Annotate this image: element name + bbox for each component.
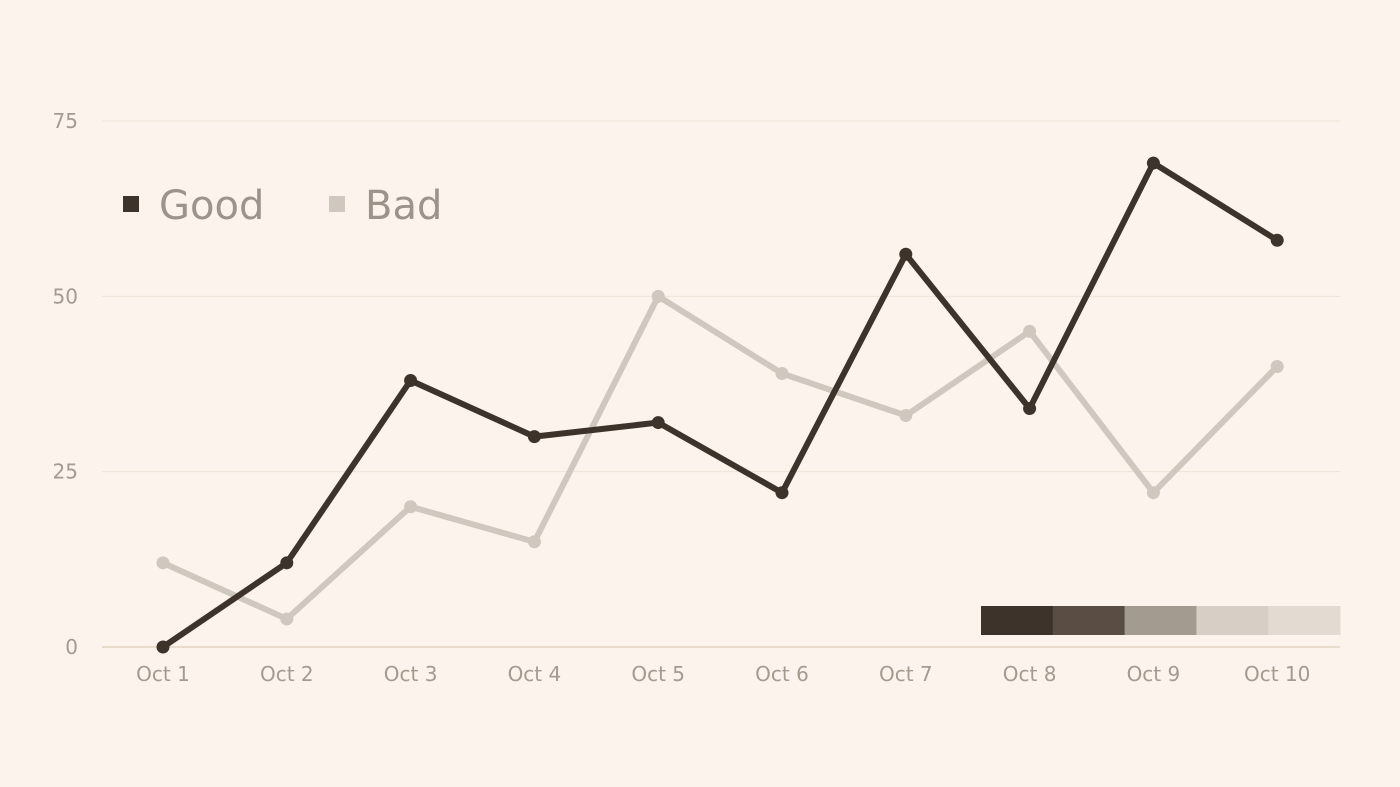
data-point — [1270, 359, 1284, 373]
data-point — [775, 486, 789, 500]
color-scale-segment — [981, 606, 1054, 635]
data-point — [280, 556, 294, 570]
data-point — [1023, 402, 1037, 416]
x-tick-label: Oct 4 — [508, 662, 562, 686]
color-scale-segment — [1196, 606, 1269, 635]
x-tick-label: Oct 3 — [384, 662, 438, 686]
data-point — [156, 556, 170, 570]
y-tick-label: 50 — [53, 284, 78, 308]
data-point — [156, 640, 170, 654]
y-tick-label: 75 — [53, 109, 78, 133]
x-tick-label: Oct 1 — [136, 662, 190, 686]
series-bad — [156, 289, 1284, 626]
data-point — [775, 366, 789, 380]
legend-swatch — [123, 196, 139, 212]
series-line — [160, 293, 1281, 622]
x-tick-label: Oct 2 — [260, 662, 314, 686]
data-point — [527, 535, 541, 549]
data-point — [1146, 486, 1160, 500]
data-point — [899, 409, 913, 423]
series-line — [160, 160, 1281, 650]
data-point — [899, 247, 913, 261]
color-scale-segment — [1268, 606, 1341, 635]
color-scale-bar — [981, 606, 1341, 635]
data-point — [651, 416, 665, 430]
x-tick-label: Oct 7 — [879, 662, 933, 686]
data-point — [527, 430, 541, 444]
legend-swatch — [329, 196, 345, 212]
x-tick-label: Oct 5 — [631, 662, 685, 686]
x-tick-label: Oct 9 — [1127, 662, 1181, 686]
color-scale-segment — [1052, 606, 1126, 635]
x-tick-label: Oct 8 — [1003, 662, 1057, 686]
x-tick-label: Oct 10 — [1244, 662, 1310, 686]
data-point — [1023, 324, 1037, 338]
y-tick-label: 25 — [53, 460, 78, 484]
legend: Good Bad — [123, 183, 442, 229]
series-good — [156, 156, 1284, 654]
legend-label: Bad — [365, 183, 442, 229]
x-tick-label: Oct 6 — [755, 662, 809, 686]
data-point — [1270, 233, 1284, 247]
y-axis-ticks: 0 25 50 75 — [53, 109, 78, 659]
x-axis-ticks: Oct 1 Oct 2 Oct 3 Oct 4 Oct 5 Oct 6 Oct 7 Oct 8… — [136, 662, 1310, 686]
series-lines — [156, 156, 1284, 654]
legend-item: Good — [123, 183, 264, 229]
data-point — [1146, 156, 1160, 170]
data-point — [404, 500, 418, 514]
color-scale-segment — [1124, 606, 1197, 635]
data-point — [651, 289, 665, 303]
y-tick-label: 0 — [65, 635, 78, 659]
legend-label: Good — [159, 183, 264, 229]
data-point — [280, 612, 294, 626]
legend-item: Bad — [329, 183, 442, 229]
data-point — [404, 373, 418, 387]
